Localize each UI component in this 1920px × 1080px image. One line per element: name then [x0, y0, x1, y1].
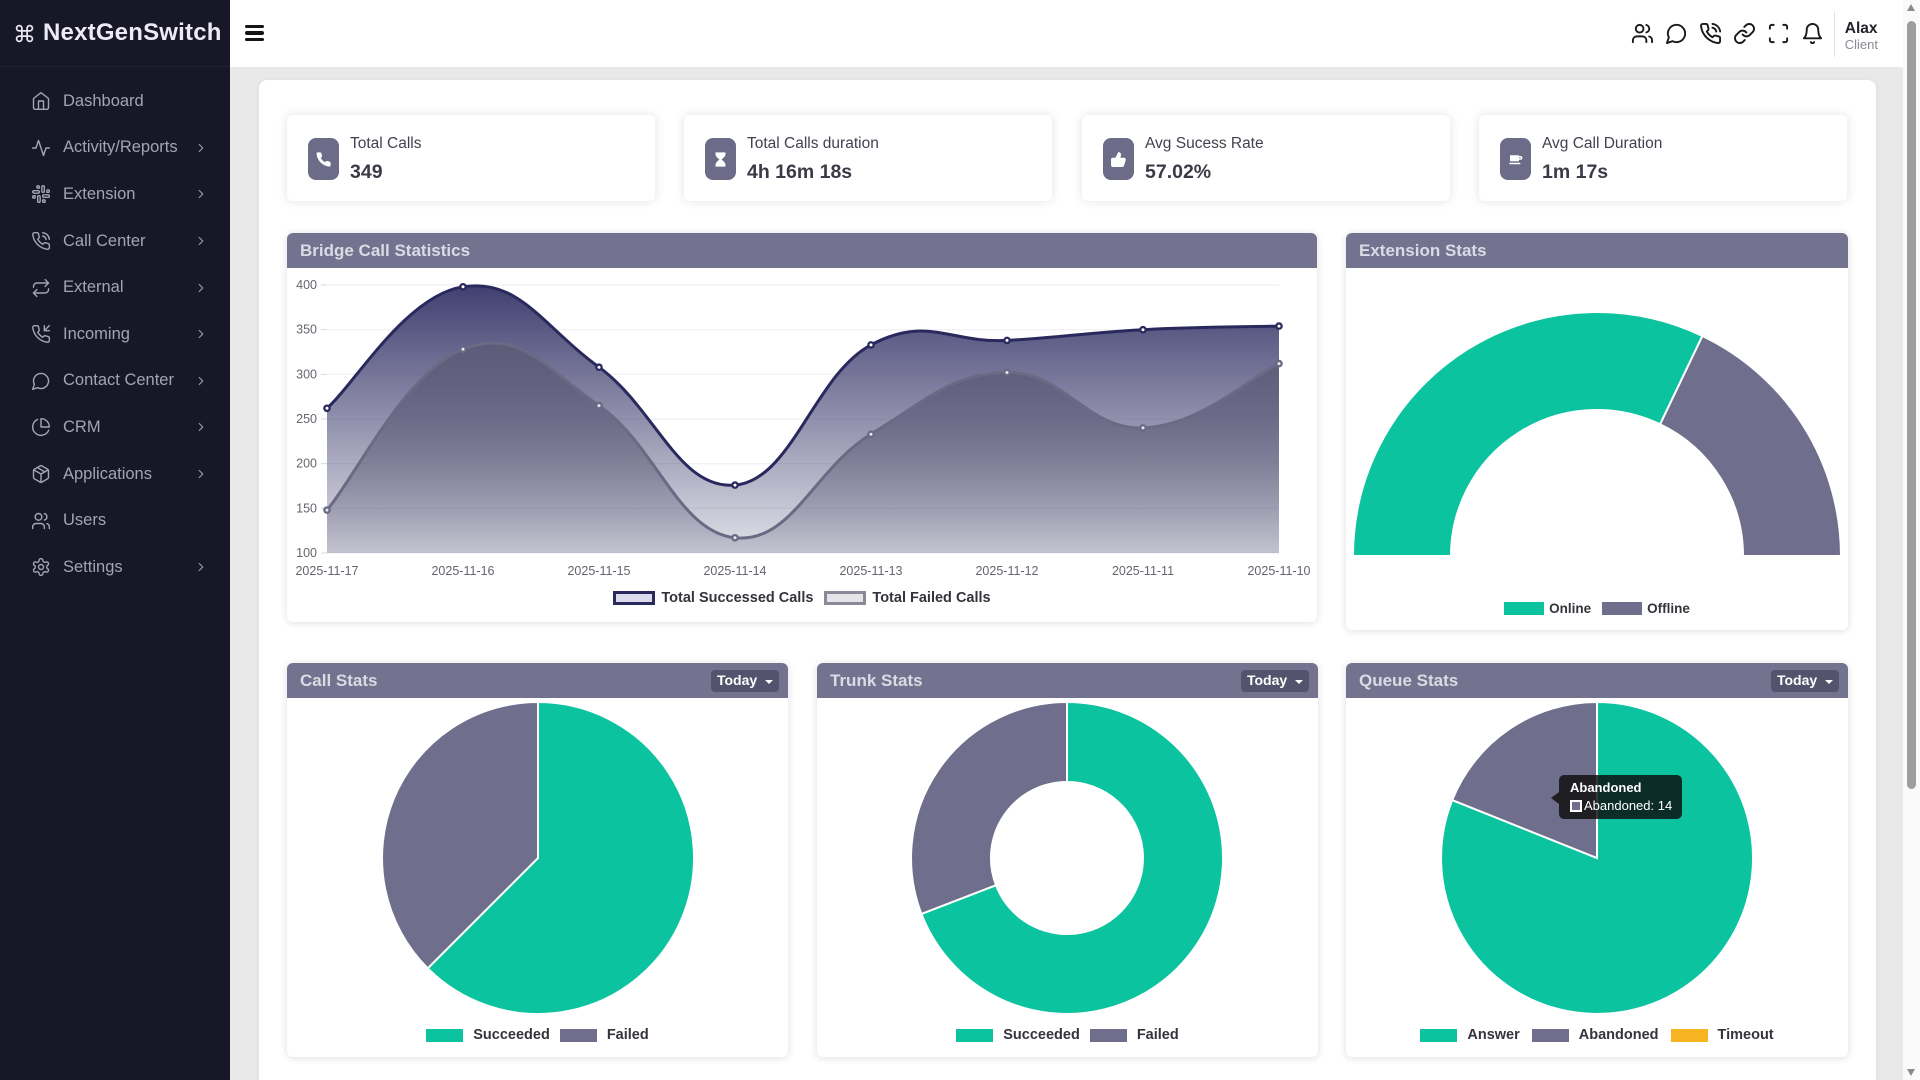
svg-text:100: 100: [296, 546, 317, 560]
svg-text:250: 250: [296, 412, 317, 426]
svg-text:2025-11-14: 2025-11-14: [703, 564, 766, 578]
svg-text:2025-11-13: 2025-11-13: [839, 564, 902, 578]
svg-text:350: 350: [296, 323, 317, 337]
svg-text:400: 400: [296, 278, 317, 292]
svg-text:300: 300: [296, 367, 317, 381]
svg-text:150: 150: [296, 501, 317, 515]
svg-text:2025-11-12: 2025-11-12: [975, 564, 1038, 578]
svg-text:2025-11-16: 2025-11-16: [431, 564, 494, 578]
svg-text:2025-11-15: 2025-11-15: [567, 564, 630, 578]
svg-text:2025-11-11: 2025-11-11: [1112, 564, 1174, 578]
svg-text:2025-11-17: 2025-11-17: [295, 564, 358, 578]
svg-text:200: 200: [296, 457, 317, 471]
svg-text:2025-11-10: 2025-11-10: [1247, 564, 1310, 578]
